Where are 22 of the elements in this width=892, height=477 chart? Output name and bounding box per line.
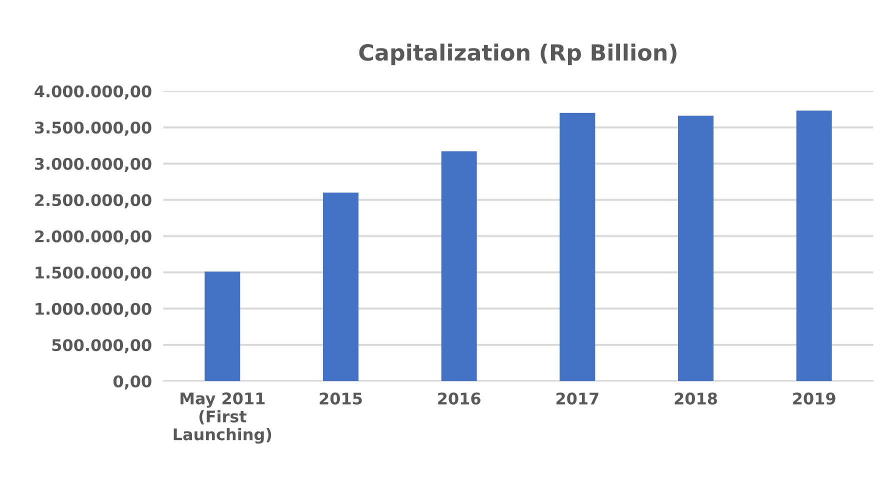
y-tick-label: 0,00 xyxy=(113,375,152,390)
x-tick-label: 2018 xyxy=(674,392,717,405)
bar xyxy=(322,192,358,382)
y-tick-label: 2.000.000,00 xyxy=(35,230,152,244)
bar xyxy=(678,116,714,382)
chart-title: Capitalization (Rp Billion) xyxy=(359,44,676,66)
x-tick-label: May 2011 (First Launching) xyxy=(174,392,272,444)
y-tick-label: 1.500.000,00 xyxy=(36,266,152,281)
bar xyxy=(204,272,240,382)
y-tick-label: 2.500.000,00 xyxy=(35,194,152,208)
y-tick-label: 4.000.000,00 xyxy=(34,85,152,100)
x-tick-label: 2017 xyxy=(556,392,598,405)
bar xyxy=(796,110,832,382)
x-tick-label: 2015 xyxy=(320,392,362,405)
y-tick-label: 1.000.000,00 xyxy=(36,302,152,317)
x-tick-label: 2016 xyxy=(438,392,480,405)
x-tick-label: 2019 xyxy=(793,392,836,405)
bar xyxy=(441,151,477,382)
y-tick-label: 500.000,00 xyxy=(52,339,152,354)
bar xyxy=(560,112,596,382)
y-tick-label: 3.000.000,00 xyxy=(34,158,152,172)
y-tick-label: 3.500.000,00 xyxy=(34,122,152,136)
